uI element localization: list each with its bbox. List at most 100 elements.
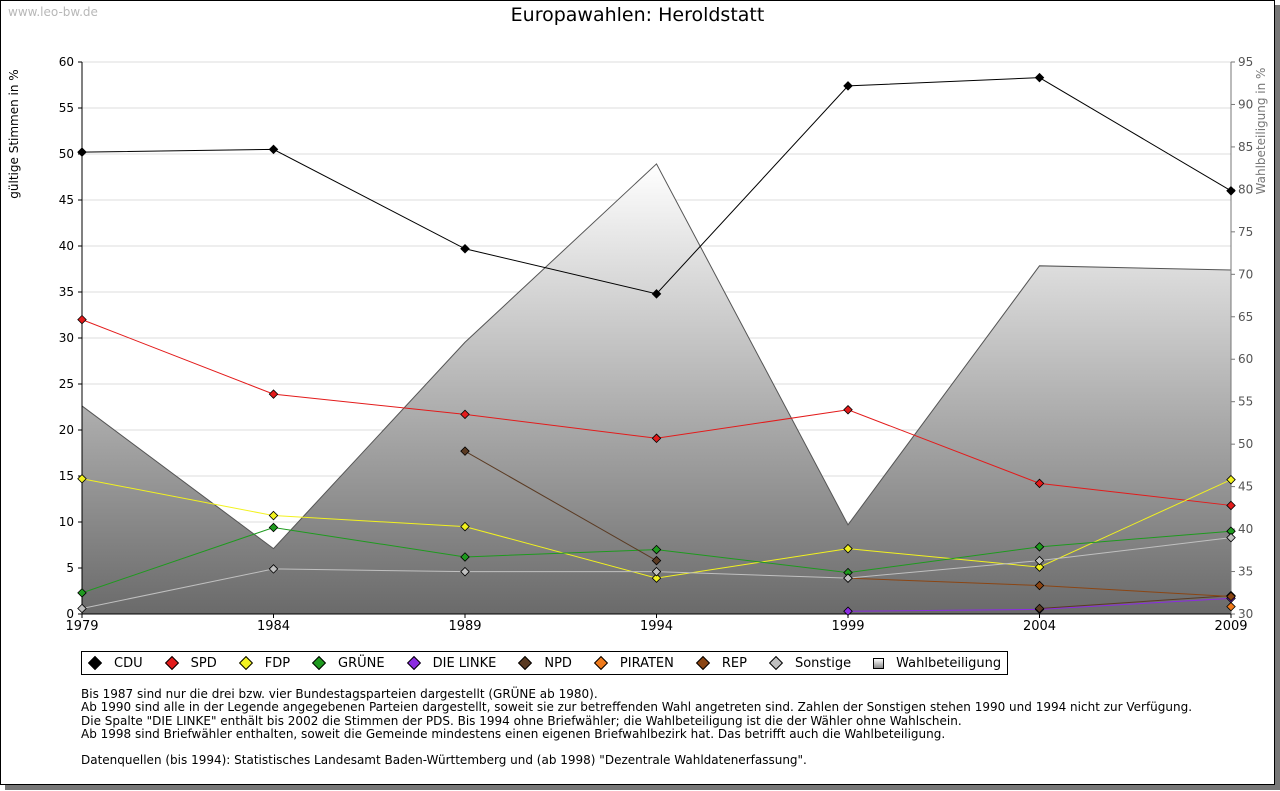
x-tick-label: 1989	[448, 619, 481, 634]
y-tick-label: 25	[59, 377, 74, 391]
diamond-marker-icon	[311, 655, 327, 671]
legend-item-piraten: PIRATEN	[593, 655, 674, 671]
diamond-marker-icon	[406, 655, 421, 671]
legend-item-wahlbeteiligung: Wahlbeteiligung	[873, 656, 1001, 671]
data-point-npd	[1034, 603, 1045, 614]
data-point-sonstige	[268, 564, 279, 574]
chart-title: Europawahlen: Heroldstatt	[510, 4, 765, 26]
legend-label: Wahlbeteiligung	[896, 655, 1002, 671]
turnout-area-fill	[82, 163, 1231, 614]
data-point-cdu	[1226, 186, 1236, 196]
diamond-marker-icon	[518, 655, 533, 671]
series-points	[77, 72, 1236, 617]
legend-item-cdu: CDU	[87, 655, 143, 671]
y2-tick-label: 55	[1238, 395, 1253, 409]
chart-svg: 0 5 10 15 20 25 30 35 40 45 50 55 60 30 35 40 45 50 55 60 65…	[7, 55, 1268, 634]
data-point-fdp	[1226, 474, 1236, 485]
y-tick-label: 35	[59, 285, 74, 299]
data-point-fdp	[651, 573, 662, 583]
diamond-marker-icon	[695, 655, 710, 671]
legend-label: PIRATEN	[619, 655, 674, 671]
legend-item-rep: REP	[695, 655, 747, 671]
legend-label: SPD	[190, 655, 217, 671]
y2-tick-label: 95	[1238, 55, 1253, 69]
data-point-spd	[268, 389, 279, 399]
legend-label: FDP	[264, 655, 291, 671]
area-swatch-icon	[873, 657, 885, 669]
data-point-npd	[651, 555, 662, 566]
data-point-fdp	[460, 521, 470, 532]
data-point-sonstige	[1034, 555, 1045, 566]
data-point-cdu	[460, 243, 470, 254]
data-point-gr-ne	[651, 544, 662, 555]
y2-tick-label: 60	[1238, 352, 1253, 366]
data-point-cdu	[1034, 72, 1045, 83]
y-tick-label: 30	[59, 331, 74, 345]
x-tick-label: 1994	[640, 619, 673, 634]
data-point-gr-ne	[268, 522, 279, 533]
legend-item-spd: SPD	[164, 655, 217, 671]
data-point-gr-ne	[77, 588, 87, 598]
y2-tick-label: 85	[1238, 140, 1253, 154]
data-point-sonstige	[77, 603, 87, 614]
diamond-marker-icon	[593, 655, 608, 671]
x-tick-label: 1999	[831, 619, 864, 634]
data-point-gr-ne	[460, 552, 470, 562]
data-point-rep	[1034, 580, 1045, 591]
y2-tick-label: 75	[1238, 225, 1253, 239]
turnout-line	[81, 163, 1232, 550]
diamond-marker-icon	[238, 655, 253, 671]
turnout-area	[81, 163, 1232, 614]
x-tick-label: 2009	[1214, 619, 1247, 634]
data-point-die-linke	[843, 606, 853, 617]
legend-label: CDU	[114, 655, 143, 671]
y-tick-label: 15	[59, 469, 74, 483]
y-tick-label: 55	[59, 101, 74, 115]
y-tick-label: 45	[59, 193, 74, 207]
y2-tick-label: 45	[1238, 480, 1253, 494]
footnote: Bis 1987 sind nur die drei bzw. vier Bun…	[81, 687, 598, 701]
y2-tick-label: 35	[1238, 565, 1253, 579]
legend-item-npd: NPD	[518, 656, 572, 671]
y2-axis-label: Wahlbeteiligung in %	[1254, 68, 1268, 195]
footnote: Ab 1990 sind alle in der Legende angegeb…	[81, 700, 1193, 715]
diamond-marker-icon	[768, 655, 784, 671]
footnote: Die Spalte "DIE LINKE" enthält bis 2002 …	[81, 713, 962, 728]
watermark: www.leo-bw.de	[8, 5, 98, 19]
y2-tick-label: 80	[1238, 182, 1253, 196]
data-point-npd	[460, 446, 470, 456]
y2-tick-label: 65	[1238, 310, 1253, 324]
data-point-cdu	[843, 81, 853, 91]
legend-label: Sonstige	[794, 655, 852, 671]
legend-item-sonstige: Sonstige	[768, 655, 852, 671]
data-point-sonstige	[843, 573, 853, 583]
data-point-cdu	[77, 147, 87, 157]
data-point-spd	[1226, 500, 1236, 511]
data-point-sonstige	[1226, 532, 1236, 543]
legend: CDU SPD FDP GRÜNE DIE LINKE NPD PIRATEN …	[81, 651, 1009, 675]
y-tick-label: 5	[66, 561, 74, 575]
source-note: Datenquellen (bis 1994): Statistisches L…	[81, 753, 807, 768]
data-point-spd	[77, 314, 87, 325]
x-tick-label: 1984	[257, 619, 290, 634]
legend-item-fdp: FDP	[238, 655, 291, 671]
y-tick-label: 60	[59, 55, 74, 69]
y-tick-label: 10	[59, 515, 74, 529]
data-point-fdp	[77, 473, 87, 484]
y-axis-label: gültige Stimmen in %	[7, 69, 21, 198]
data-point-cdu	[651, 289, 662, 299]
data-point-cdu	[268, 144, 279, 155]
series-line-npd	[464, 450, 657, 562]
data-point-fdp	[843, 543, 853, 554]
diamond-marker-icon	[164, 655, 179, 671]
y2-tick-label: 70	[1238, 267, 1253, 281]
legend-label: NPD	[544, 655, 572, 671]
data-point-sonstige	[460, 566, 470, 577]
data-point-fdp	[1034, 562, 1045, 572]
y-tick-label: 20	[59, 423, 74, 437]
y2-tick-label: 40	[1238, 522, 1253, 536]
y-tick-label: 40	[59, 239, 74, 253]
y-tick-label: 50	[59, 147, 74, 161]
data-point-piraten	[1226, 601, 1236, 612]
